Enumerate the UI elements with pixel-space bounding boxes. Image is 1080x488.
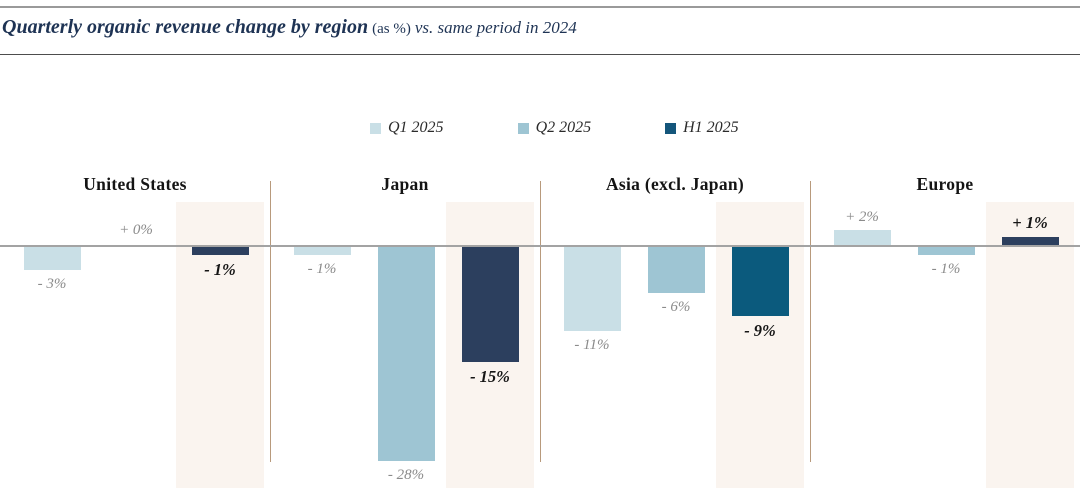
chart-title: Quarterly organic revenue change by regi…	[2, 16, 577, 39]
chart-title-unit: (as %)	[372, 21, 411, 37]
bar-q2-2025-asia-excl-japan	[647, 247, 705, 293]
value-label-q1-2025-united-states: - 3%	[37, 276, 67, 292]
bar-h1-2025-japan	[461, 247, 519, 362]
chart-title-period: vs. same period in 2024	[414, 18, 577, 37]
bar-h1-2025-asia-excl-japan	[731, 247, 789, 316]
legend-swatch-h1-2025	[665, 122, 677, 134]
region-label-europe: Europe	[916, 174, 974, 194]
value-label-h1-2025-europe: + 1%	[1012, 213, 1048, 232]
legend-item-q1-2025: Q1 2025	[370, 119, 444, 137]
legend-item-q2-2025: Q2 2025	[517, 119, 592, 137]
region-label-japan: Japan	[381, 174, 429, 194]
zero-baseline	[0, 245, 1080, 247]
top-rule	[0, 6, 1080, 8]
value-label-h1-2025-united-states: - 1%	[204, 260, 236, 279]
value-label-q2-2025-europe: - 1%	[931, 261, 961, 277]
region-label-asia-excl-japan: Asia (excl. Japan)	[605, 174, 745, 194]
bar-q2-2025-europe	[917, 247, 975, 255]
value-label-q1-2025-japan: - 1%	[307, 261, 337, 277]
region-label-united-states: United States	[83, 174, 187, 194]
chart-legend: Q1 2025 Q2 2025 H1 2025	[370, 119, 739, 137]
bar-q1-2025-united-states	[23, 247, 81, 270]
region-divider	[810, 181, 811, 462]
legend-swatch-q1-2025	[370, 122, 381, 134]
value-label-q1-2025-europe: + 2%	[845, 209, 879, 225]
bar-q1-2025-japan	[293, 247, 351, 255]
h1-highlight-band-europe	[986, 202, 1074, 488]
legend-label-q1-2025: Q1 2025	[388, 119, 444, 136]
title-underline-rule	[0, 54, 1080, 55]
legend-label-h1-2025: H1 2025	[683, 119, 739, 136]
value-label-q1-2025-asia-excl-japan: - 11%	[574, 337, 610, 353]
value-label-h1-2025-asia-excl-japan: - 9%	[744, 321, 776, 340]
bar-q1-2025-asia-excl-japan	[563, 247, 621, 331]
legend-label-q2-2025: Q2 2025	[535, 119, 592, 136]
value-label-h1-2025-japan: - 15%	[470, 367, 510, 386]
bar-q1-2025-europe	[833, 230, 891, 245]
region-divider	[270, 181, 271, 462]
bar-h1-2025-united-states	[191, 247, 249, 255]
value-label-q2-2025-japan: - 28%	[387, 467, 425, 483]
bar-h1-2025-europe	[1001, 237, 1059, 245]
value-label-q2-2025-united-states: + 0%	[119, 222, 153, 238]
region-divider	[540, 181, 541, 462]
value-label-q2-2025-asia-excl-japan: - 6%	[661, 299, 691, 315]
legend-swatch-q2-2025	[517, 122, 529, 134]
bar-q2-2025-japan	[377, 247, 435, 461]
legend-item-h1-2025: H1 2025	[665, 119, 739, 137]
chart-title-main: Quarterly organic revenue change by regi…	[2, 16, 369, 38]
